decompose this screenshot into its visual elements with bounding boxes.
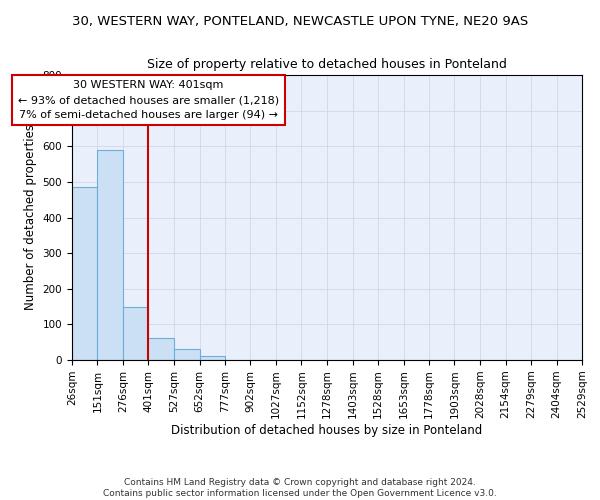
X-axis label: Distribution of detached houses by size in Ponteland: Distribution of detached houses by size … [172, 424, 482, 437]
Bar [200, 356, 225, 360]
Title: Size of property relative to detached houses in Ponteland: Size of property relative to detached ho… [147, 58, 507, 71]
Y-axis label: Number of detached properties: Number of detached properties [24, 124, 37, 310]
Text: 30, WESTERN WAY, PONTELAND, NEWCASTLE UPON TYNE, NE20 9AS: 30, WESTERN WAY, PONTELAND, NEWCASTLE UP… [72, 15, 528, 28]
Text: 30 WESTERN WAY: 401sqm
← 93% of detached houses are smaller (1,218)
7% of semi-d: 30 WESTERN WAY: 401sqm ← 93% of detached… [18, 80, 279, 120]
Bar [174, 350, 200, 360]
Bar [97, 150, 123, 360]
Text: Contains HM Land Registry data © Crown copyright and database right 2024.
Contai: Contains HM Land Registry data © Crown c… [103, 478, 497, 498]
Bar [123, 306, 148, 360]
Bar [72, 186, 97, 360]
Bar [148, 338, 174, 360]
